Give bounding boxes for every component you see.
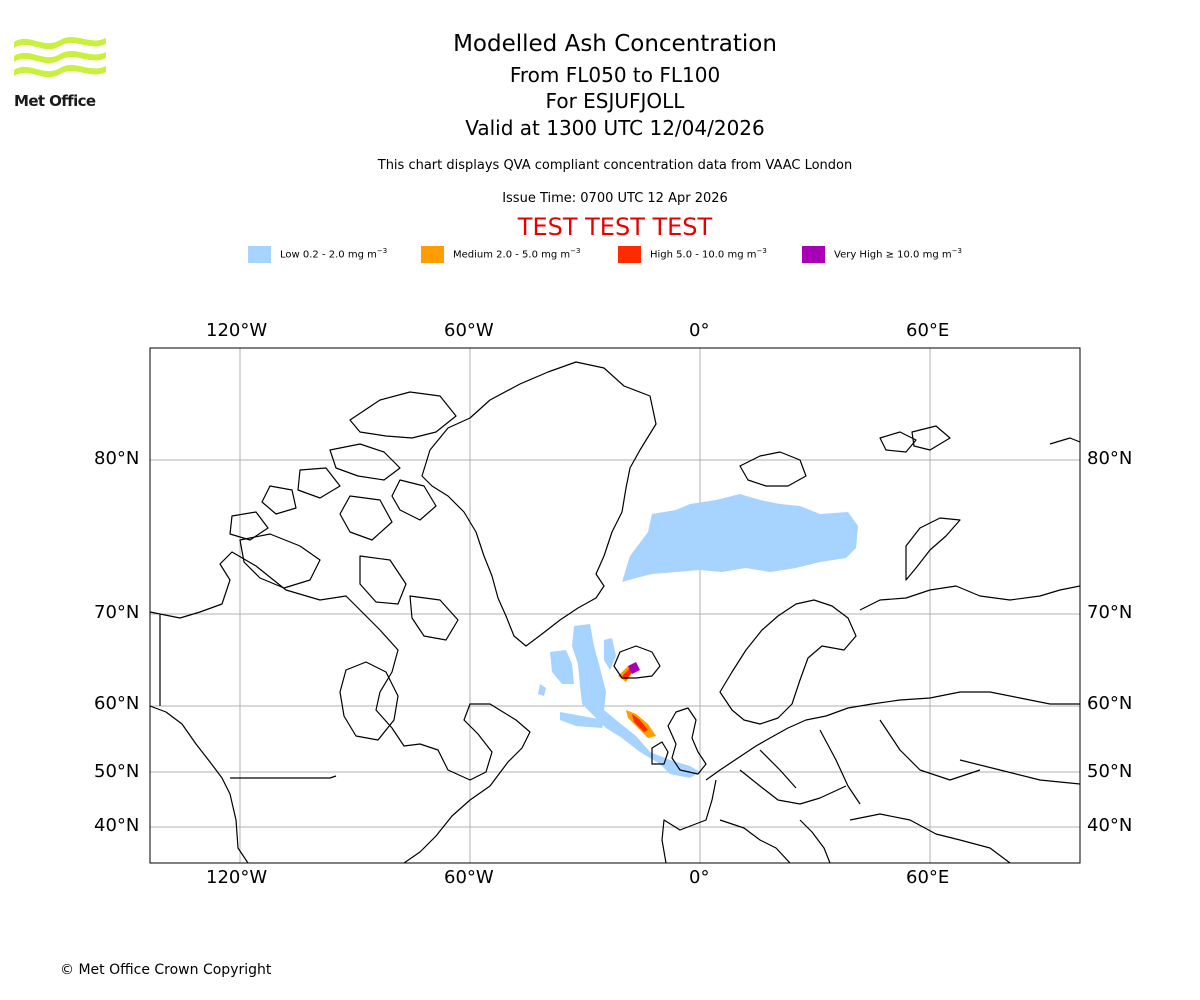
lon-tick-top-120w: 120°W [206,320,268,341]
lon-tick-bottom-0: 0° [689,867,710,888]
test-banner: TEST TEST TEST [517,213,713,241]
lon-tick-top-60w: 60°W [444,320,494,341]
ash-map: 120°W 60°W 0° 60°E 120°W 60°W 0° 60°E 80… [0,300,1200,920]
coastlines [150,361,1080,863]
map-canvas [149,347,1081,864]
lat-tick-right-40n: 40°N [1087,815,1133,836]
legend-label-high: High 5.0 - 10.0 mg m−3 [650,247,767,261]
legend-swatch-very-high [802,245,825,263]
legend-item-medium: Medium 2.0 - 5.0 mg m−3 [421,245,580,263]
lat-tick-left-80n: 80°N [94,448,140,469]
lat-tick-left-50n: 50°N [94,761,140,782]
flight-level-range: From FL050 to FL100 [509,63,721,87]
legend-swatch-high [618,245,641,263]
legend-label-low: Low 0.2 - 2.0 mg m−3 [280,247,388,261]
legend-item-high: High 5.0 - 10.0 mg m−3 [618,245,767,263]
legend-swatch-medium [421,245,444,263]
valid-time: Valid at 1300 UTC 12/04/2026 [465,116,765,140]
legend-item-very-high: Very High ≥ 10.0 mg m−3 [802,245,962,263]
map-frame [149,347,1081,864]
gridlines [150,348,1080,863]
ash-very-high-concentration [628,662,640,674]
lon-tick-bottom-60w: 60°W [444,867,494,888]
chart-title: Modelled Ash Concentration [453,31,777,57]
ash-high-concentration [622,668,648,732]
lat-tick-right-60n: 60°N [1087,693,1133,714]
lon-tick-top-60e: 60°E [906,320,950,341]
lon-tick-bottom-120w: 120°W [206,867,268,888]
met-office-wave-icon [14,37,106,78]
met-office-logo: Met Office [14,30,106,112]
qva-note: This chart displays QVA compliant concen… [377,158,853,173]
lat-tick-left-40n: 40°N [94,815,140,836]
legend-label-very-high: Very High ≥ 10.0 mg m−3 [834,247,962,261]
lat-tick-right-80n: 80°N [1087,448,1133,469]
legend-swatch-low [248,245,271,263]
lon-tick-bottom-60e: 60°E [906,867,950,888]
volcano-name: For ESJUFJOLL [545,89,685,113]
legend: Low 0.2 - 2.0 mg m−3 Medium 2.0 - 5.0 mg… [0,240,1200,266]
lat-tick-left-70n: 70°N [94,602,140,623]
lat-tick-right-50n: 50°N [1087,761,1133,782]
ash-low-concentration [538,494,858,778]
lat-tick-left-60n: 60°N [94,693,140,714]
met-office-logo-text: Met Office [14,92,96,110]
issue-time: Issue Time: 0700 UTC 12 Apr 2026 [502,191,728,206]
legend-label-medium: Medium 2.0 - 5.0 mg m−3 [453,247,581,261]
lon-tick-top-0: 0° [689,320,710,341]
legend-item-low: Low 0.2 - 2.0 mg m−3 [248,245,387,263]
lat-tick-right-70n: 70°N [1087,602,1133,623]
copyright-notice: © Met Office Crown Copyright [60,962,272,978]
